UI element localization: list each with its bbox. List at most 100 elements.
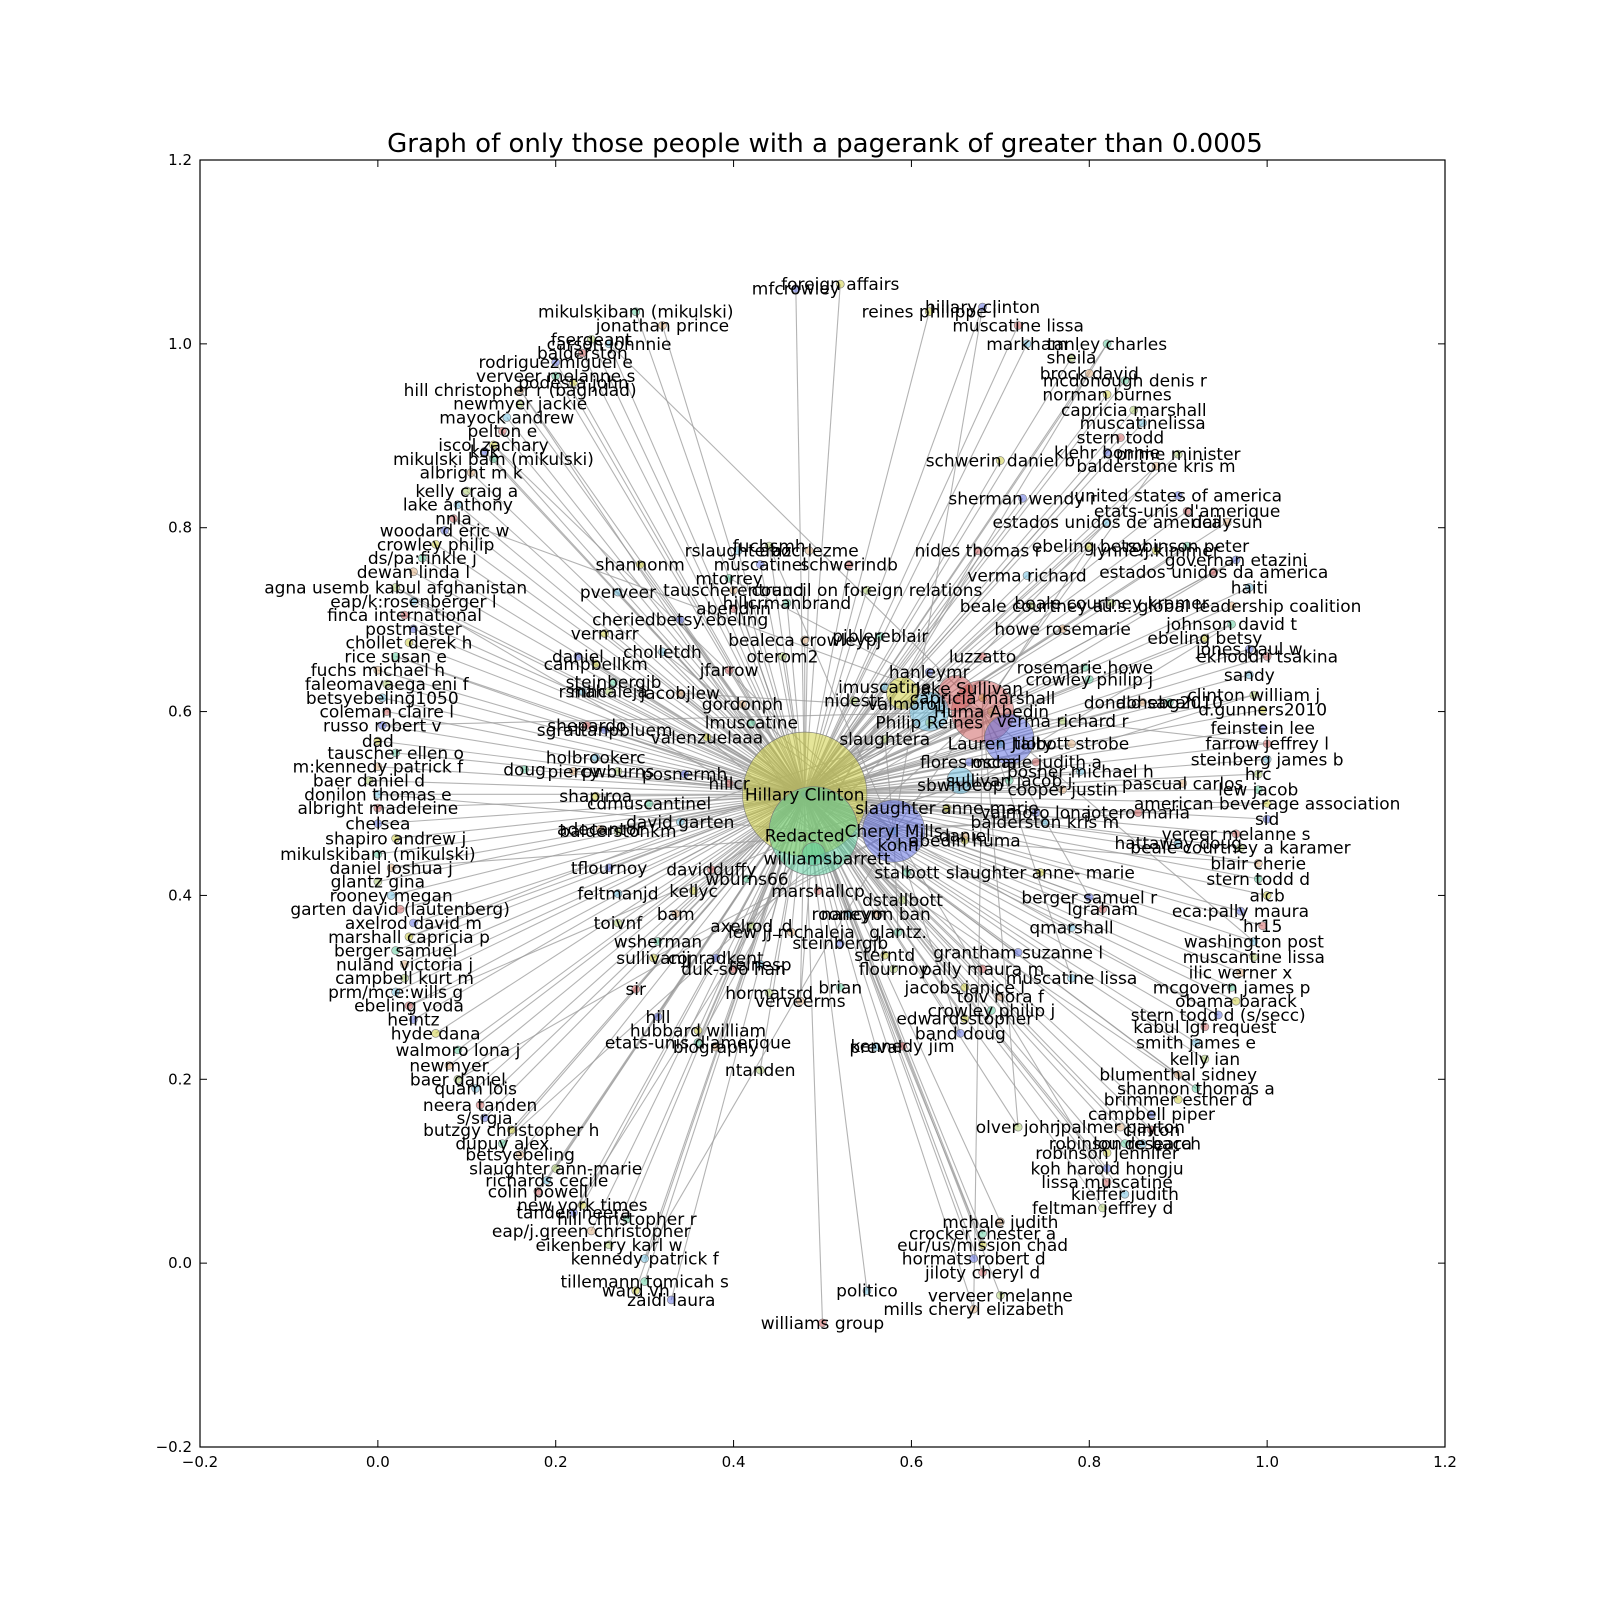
node-label: muscantine lissa xyxy=(1183,948,1325,968)
node-label: glantz gina xyxy=(331,873,425,893)
graph-node xyxy=(1231,829,1241,839)
node-label: eca:pally maura xyxy=(1172,902,1309,922)
graph-node xyxy=(755,560,765,569)
node-label: abedin huma xyxy=(909,831,1021,851)
node-label: Philip Reines xyxy=(875,714,983,734)
graph-node xyxy=(1227,983,1236,992)
graph-node xyxy=(591,659,601,669)
node-label: koh harold hongju xyxy=(1030,1159,1183,1179)
node-label: clinton william j xyxy=(1187,686,1320,706)
graph-node xyxy=(604,863,614,873)
node-label: verveer melanne xyxy=(928,1286,1073,1306)
graph-node xyxy=(787,927,796,937)
graph-edge xyxy=(581,794,806,1206)
node-label: shannon thomas a xyxy=(1117,1079,1275,1099)
graph-edge xyxy=(377,669,805,795)
graph-edge xyxy=(804,453,1179,795)
node-label: finca international xyxy=(327,606,482,626)
node-label: tflournoy xyxy=(571,859,647,879)
graph-node xyxy=(738,699,747,709)
graph-edge xyxy=(804,709,1263,795)
node-label: luzzatto xyxy=(949,647,1017,667)
graph-edge xyxy=(804,782,1183,795)
node-label: campbellkm xyxy=(544,655,648,675)
graph-node xyxy=(880,950,890,960)
graph-edge xyxy=(435,543,806,795)
node-label: muscatine lissa xyxy=(952,316,1084,336)
graph-node xyxy=(466,468,476,477)
graph-node xyxy=(462,486,472,496)
graph-node xyxy=(1236,968,1245,977)
node-label: stern todd d (s/secc) xyxy=(1131,1006,1306,1026)
node-label: tillemann tomicah s xyxy=(560,1273,729,1293)
graph-node xyxy=(404,638,414,647)
node-label: balderstonkm xyxy=(559,822,676,842)
node-label: berger samuel xyxy=(334,942,457,962)
node-label: slaughtera xyxy=(839,730,930,750)
graph-node xyxy=(1262,652,1272,661)
node-label: bealeca crowleypj xyxy=(728,631,881,651)
y-tick-label: 0.8 xyxy=(168,519,192,537)
graph-node xyxy=(1076,767,1085,776)
node-label: mhcaleja xyxy=(570,682,647,702)
node-label: shannonm xyxy=(596,555,685,575)
node-label: hrc xyxy=(1245,765,1272,785)
graph-edge xyxy=(804,586,1250,795)
node-label: band doug xyxy=(915,1024,1006,1044)
graph-edge xyxy=(768,545,895,832)
graph-node xyxy=(373,849,383,859)
graph-node xyxy=(489,440,498,450)
graph-node xyxy=(742,874,752,884)
graph-edge xyxy=(457,793,806,1051)
graph-edge xyxy=(413,793,805,924)
edge-layer xyxy=(368,284,1268,1323)
graph-node xyxy=(667,1295,676,1305)
graph-node xyxy=(1245,644,1254,654)
node-label: axelrod david m xyxy=(345,914,482,934)
graph-edge xyxy=(608,794,806,1245)
graph-edge xyxy=(804,343,1108,795)
node-label: pelton e xyxy=(468,422,538,442)
node-label: farrow jeffrey l xyxy=(1205,735,1329,755)
x-tick-label: 0.4 xyxy=(722,1453,746,1471)
graph-node xyxy=(418,553,427,563)
node-label: american beverage association xyxy=(1134,795,1401,815)
node-label: kabul lgf request xyxy=(1133,1018,1277,1038)
node-label: chelsea xyxy=(345,815,410,835)
graph-edge xyxy=(813,830,984,1245)
node-label: ds/pa:finkle j xyxy=(368,549,477,569)
node-label: verma richard r xyxy=(997,712,1129,732)
graph-node xyxy=(800,635,810,645)
node-label: mills cheryl elizabeth xyxy=(883,1300,1064,1320)
graph-edge xyxy=(626,794,806,1220)
graph-node xyxy=(1018,493,1027,503)
node-label: kennedy jim xyxy=(851,1037,955,1057)
node-label: sgrattanpbluem xyxy=(537,721,673,741)
graph-edge xyxy=(804,793,1144,1145)
graph-edge xyxy=(404,793,805,965)
graph-edge xyxy=(804,793,1241,849)
node-label: tauscherentraud xyxy=(663,581,804,601)
node-label: flores oscar xyxy=(920,753,1018,773)
node-label: vermarr xyxy=(571,624,639,644)
graph-node xyxy=(604,687,614,696)
graph-edge xyxy=(804,793,1126,1145)
graph-edge xyxy=(982,545,1090,712)
graph-node xyxy=(707,865,716,874)
graph-node xyxy=(675,817,685,827)
graph-node xyxy=(1138,418,1147,428)
node-label: slaughter ann-marie xyxy=(469,1159,642,1179)
graph-edge xyxy=(893,623,1232,832)
graph-node xyxy=(600,725,609,735)
node-label: mfcrowley xyxy=(752,280,840,300)
graph-node xyxy=(1013,321,1023,330)
graph-node xyxy=(1129,405,1139,415)
graph-node xyxy=(924,667,934,677)
graph-node xyxy=(1004,776,1014,785)
node-label: beale courtney kramer xyxy=(1014,594,1208,614)
node-label: valmoro lona xyxy=(980,804,1091,824)
graph-node xyxy=(613,767,623,776)
graph-hub-node xyxy=(886,676,919,710)
node-label: berger samuel r xyxy=(1021,888,1157,908)
